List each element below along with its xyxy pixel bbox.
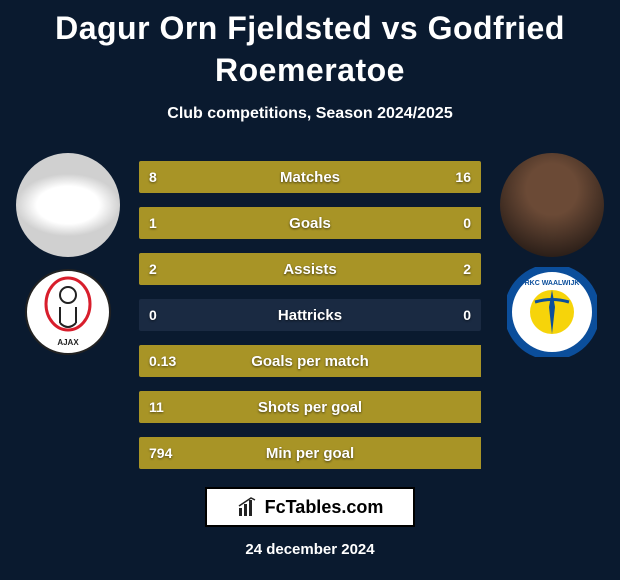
- stat-value-right: 0: [463, 215, 471, 231]
- stat-label: Assists: [139, 261, 481, 278]
- stat-label: Goals per match: [139, 353, 481, 370]
- stats-bars: 8 Matches 16 1 Goals 0 2 Assists 2 0 Hat…: [139, 153, 481, 469]
- player-left-club-badge: AJAX: [23, 267, 113, 357]
- right-player-column: RKC WAALWIJK: [492, 153, 612, 357]
- stat-label: Min per goal: [139, 445, 481, 462]
- stat-row-hattricks: 0 Hattricks 0: [139, 299, 481, 331]
- stat-row-goals-per-match: 0.13 Goals per match: [139, 345, 481, 377]
- svg-text:RKC WAALWIJK: RKC WAALWIJK: [525, 280, 580, 287]
- stat-label: Shots per goal: [139, 399, 481, 416]
- stat-row-assists: 2 Assists 2: [139, 253, 481, 285]
- stat-row-matches: 8 Matches 16: [139, 161, 481, 193]
- svg-text:AJAX: AJAX: [57, 338, 79, 347]
- stat-row-goals: 1 Goals 0: [139, 207, 481, 239]
- fctables-logo: FcTables.com: [205, 487, 415, 527]
- comparison-content: AJAX RKC WAALWIJK 8 Matches 16: [0, 153, 620, 469]
- chart-icon: [237, 496, 259, 518]
- stat-value-right: 16: [455, 169, 471, 185]
- stat-row-shots-per-goal: 11 Shots per goal: [139, 391, 481, 423]
- logo-text: FcTables.com: [265, 497, 384, 518]
- rkc-badge-icon: RKC WAALWIJK: [507, 267, 597, 357]
- ajax-badge-icon: AJAX: [23, 267, 113, 357]
- stat-row-min-per-goal: 794 Min per goal: [139, 437, 481, 469]
- left-player-column: AJAX: [8, 153, 128, 357]
- stat-label: Hattricks: [139, 307, 481, 324]
- stat-value-right: 2: [463, 261, 471, 277]
- subtitle: Club competitions, Season 2024/2025: [0, 105, 620, 123]
- player-right-club-badge: RKC WAALWIJK: [507, 267, 597, 357]
- stat-label: Goals: [139, 215, 481, 232]
- page-title: Dagur Orn Fjeldsted vs Godfried Roemerat…: [0, 0, 620, 91]
- player-left-photo: [16, 153, 120, 257]
- date-label: 24 december 2024: [0, 541, 620, 558]
- player-right-photo: [500, 153, 604, 257]
- stat-label: Matches: [139, 169, 481, 186]
- stat-value-right: 0: [463, 307, 471, 323]
